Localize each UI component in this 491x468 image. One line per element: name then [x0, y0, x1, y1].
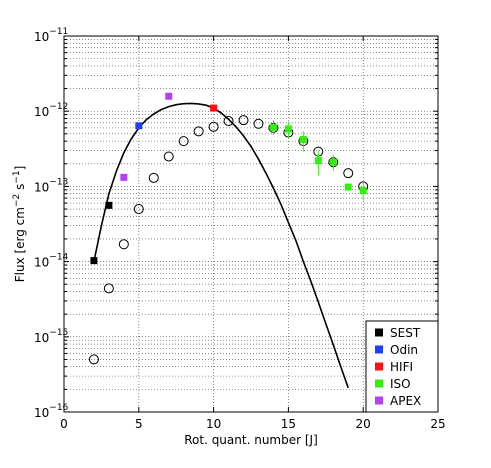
x-tick-label: 25 [430, 417, 445, 431]
x-tick-label: 20 [356, 417, 371, 431]
model-circle-point [253, 118, 264, 129]
model-circle-point [88, 354, 99, 365]
model-circle-point [163, 151, 174, 162]
y-tick-exponent: −14 [49, 253, 68, 263]
iso-data-point [269, 123, 277, 131]
y-tick-exponent: −16 [49, 403, 68, 413]
legend-label-iso: ISO [390, 377, 411, 391]
iso-data-point [299, 136, 307, 144]
x-tick-label: 5 [135, 417, 143, 431]
y-tick-exponent: −13 [49, 177, 68, 187]
iso-data-point [314, 157, 322, 165]
y-tick-base: 10 [34, 105, 49, 119]
x-tick-label: 10 [206, 417, 221, 431]
legend-marker-sest [375, 328, 383, 337]
model-circle-point [208, 121, 219, 132]
y-axis-label-main: Flux [erg cm [13, 207, 27, 282]
y-axis-label-mid: s [13, 184, 27, 194]
ticks-layer [63, 36, 439, 413]
y-axis-label-exp2: −1 [12, 170, 22, 183]
x-tick-label: 15 [281, 417, 296, 431]
apex-data-point [165, 92, 173, 100]
sest-data-point [90, 257, 98, 265]
iso-data-point [359, 187, 367, 195]
y-tick-label: 10−14 [34, 253, 69, 270]
iso-data-point [329, 158, 337, 166]
y-axis-label-end: ] [13, 166, 27, 171]
y-tick-label: 10−11 [34, 27, 68, 44]
y-tick-base: 10 [34, 30, 49, 44]
model-circles-layer [88, 115, 369, 365]
y-tick-label: 10−16 [34, 403, 69, 420]
legend: SEST Odin HIFI ISO APEX [365, 320, 439, 413]
y-tick-base: 10 [34, 180, 49, 194]
model-circle-point [193, 126, 204, 137]
legend-marker-odin [375, 345, 383, 354]
odin-data-point [135, 122, 143, 130]
sest-data-point [105, 201, 113, 209]
model-circle-point [118, 239, 129, 250]
y-tick-exponent: −15 [49, 328, 68, 338]
legend-marker-iso [375, 379, 383, 388]
y-tick-label: 10−13 [34, 177, 68, 194]
legend-marker-apex [375, 396, 383, 405]
legend-label-hifi: HIFI [390, 360, 413, 374]
y-tick-label: 10−12 [34, 102, 68, 119]
y-tick-exponent: −12 [49, 102, 68, 112]
model-circle-point [148, 172, 159, 183]
iso-data-point [284, 125, 292, 133]
model-circle-point [343, 168, 354, 179]
model-circle-point [238, 115, 249, 126]
model-circle-point [178, 136, 189, 147]
y-tick-base: 10 [34, 406, 49, 420]
model-circle-point [133, 204, 144, 215]
x-tick-label: 0 [60, 417, 68, 431]
legend-label-odin: Odin [390, 343, 418, 357]
x-axis-label: Rot. quant. number [J] [184, 433, 318, 447]
model-circle-point [223, 116, 234, 127]
apex-data-point [120, 173, 128, 181]
y-tick-label: 10−15 [34, 328, 68, 345]
model-curve-line [93, 102, 349, 389]
y-tick-base: 10 [34, 256, 49, 270]
iso-data-point [344, 183, 352, 191]
hifi-data-point [210, 104, 218, 112]
observed-series-layer [90, 92, 367, 265]
legend-marker-hifi [375, 362, 383, 371]
plot-frame [63, 35, 439, 413]
legend-label-sest: SEST [390, 326, 421, 340]
y-axis-label: Flux [erg cm−2 s−1] [12, 166, 27, 283]
model-circle-point [103, 283, 114, 294]
y-tick-exponent: −11 [49, 27, 68, 37]
model-curve-layer [93, 102, 349, 389]
y-tick-base: 10 [34, 331, 49, 345]
y-axis-label-exp1: −2 [12, 194, 22, 207]
grid-layer [63, 35, 439, 413]
legend-label-apex: APEX [390, 394, 421, 408]
